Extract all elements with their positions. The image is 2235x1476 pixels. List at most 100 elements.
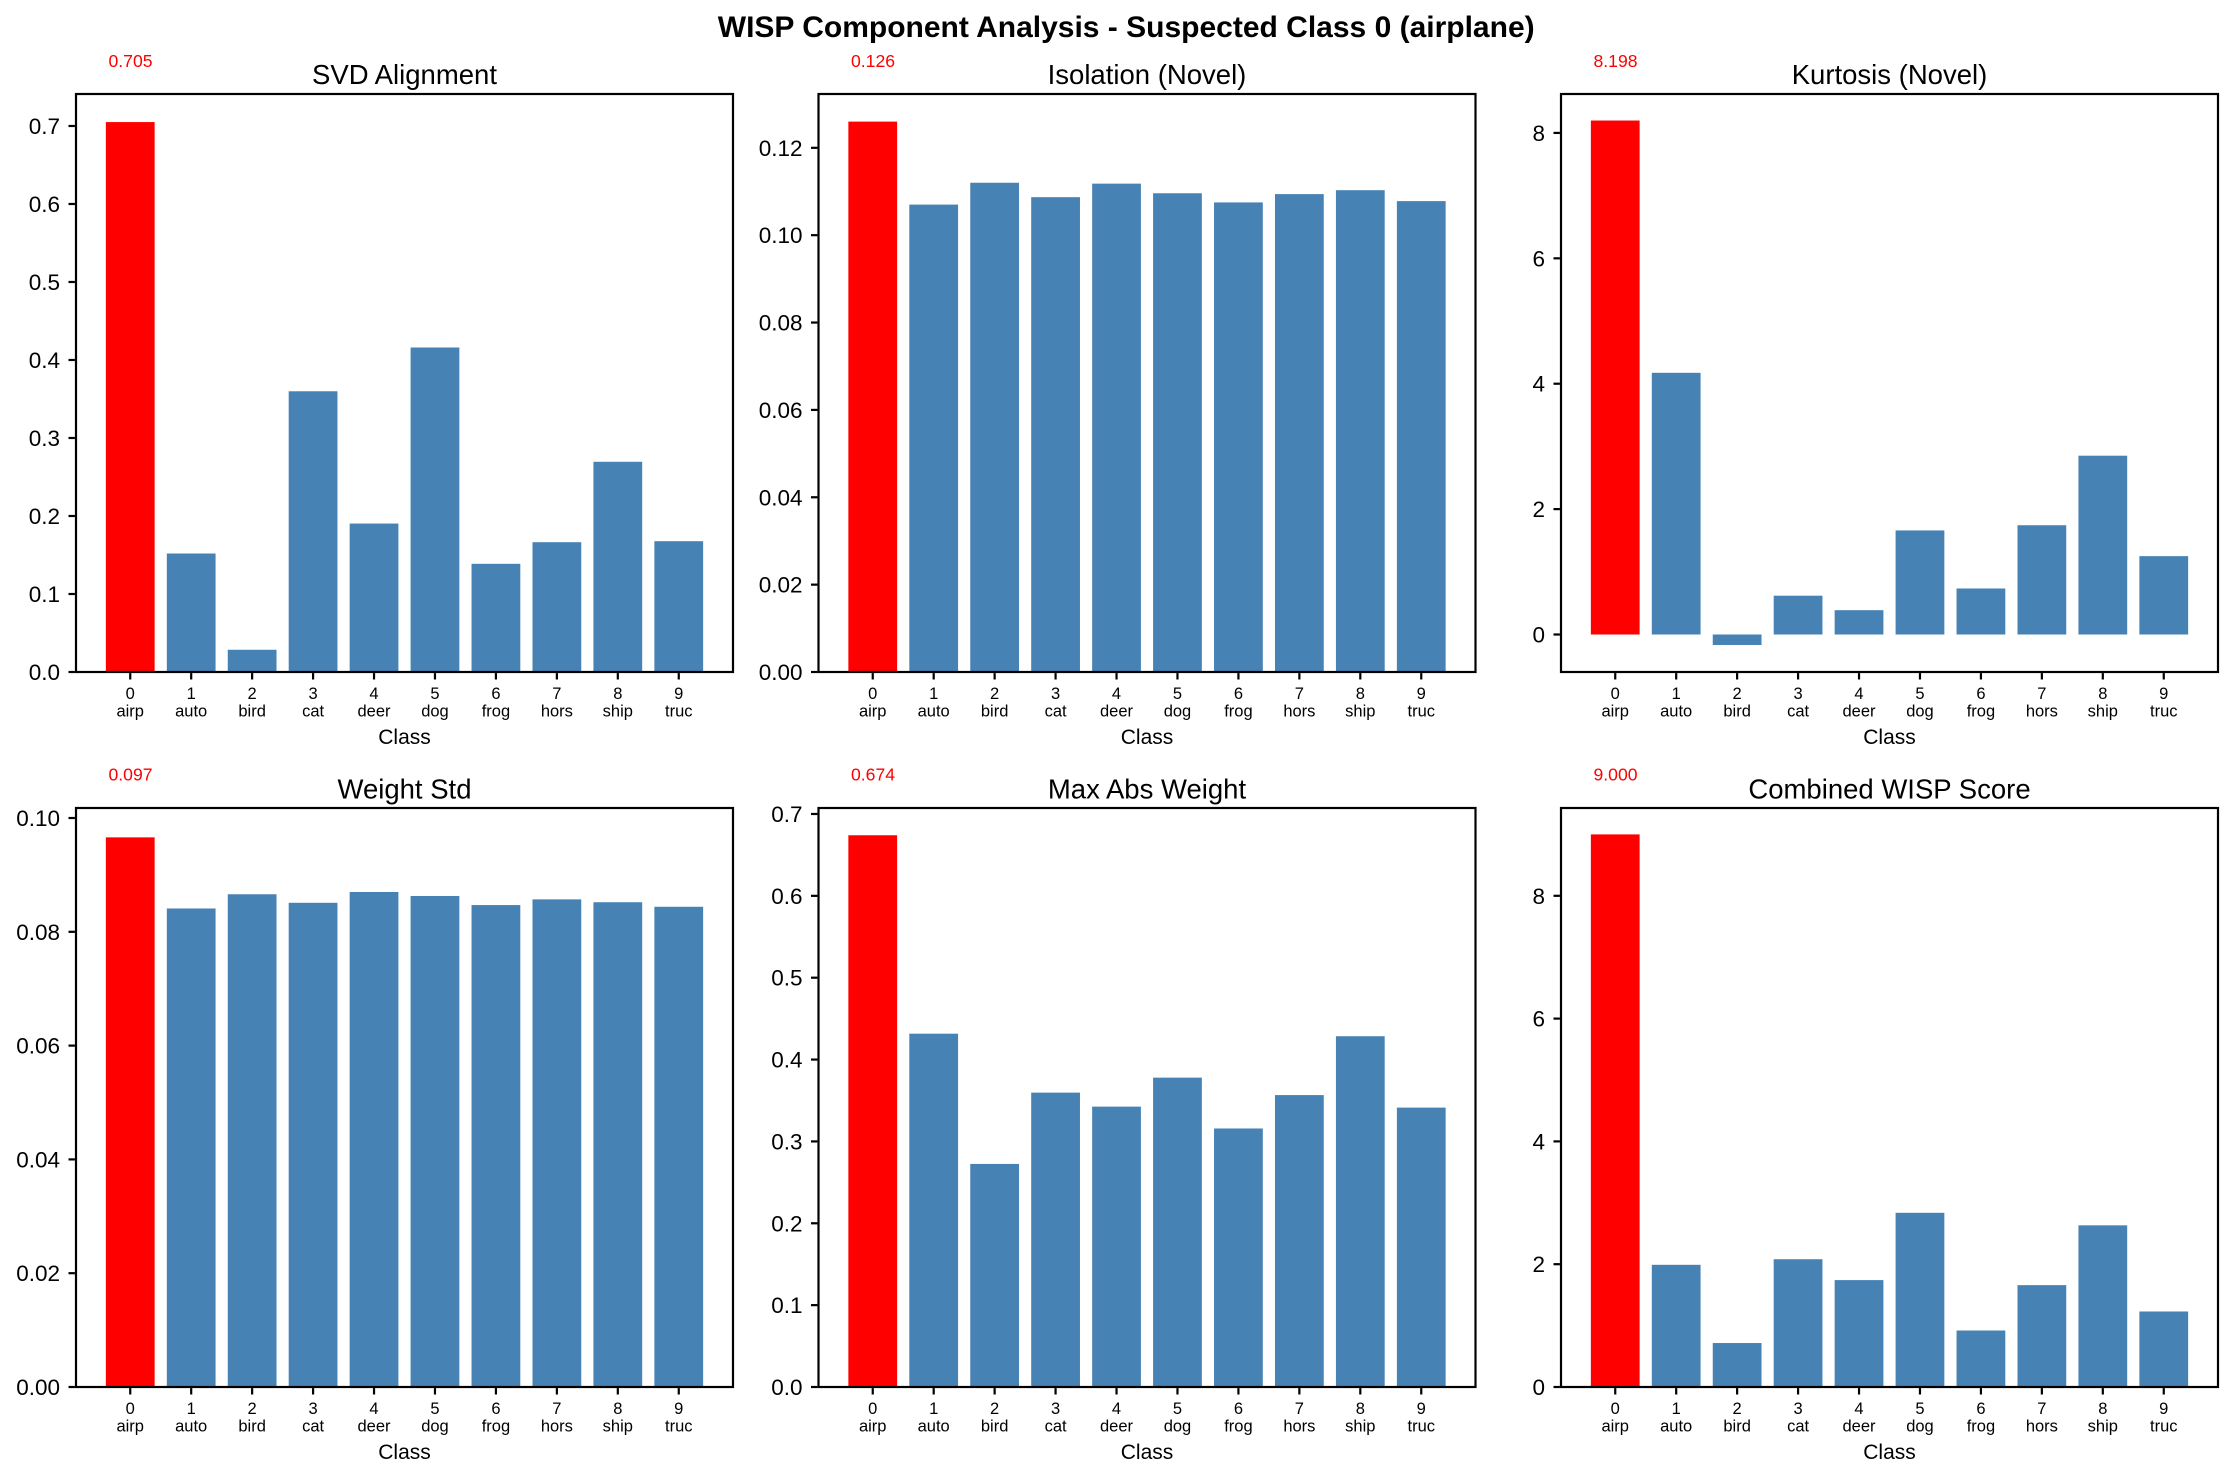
svg-text:hors: hors <box>2026 1418 2058 1436</box>
svg-text:frog: frog <box>1967 703 1995 721</box>
svg-text:dog: dog <box>1906 1418 1934 1436</box>
svg-text:truc: truc <box>2150 703 2178 721</box>
svg-text:deer: deer <box>358 1418 392 1436</box>
svg-text:3: 3 <box>1793 685 1802 703</box>
svg-text:airp: airp <box>859 1418 887 1436</box>
svg-text:hors: hors <box>2026 703 2058 721</box>
svg-text:6: 6 <box>1532 246 1545 271</box>
svg-text:Class: Class <box>1121 1441 1174 1464</box>
svg-text:0: 0 <box>1611 1400 1620 1418</box>
svg-text:truc: truc <box>665 1418 693 1436</box>
svg-text:dog: dog <box>1906 703 1934 721</box>
svg-text:frog: frog <box>1224 703 1252 721</box>
svg-text:WISP Component Analysis - Susp: WISP Component Analysis - Suspected Clas… <box>718 11 1535 44</box>
svg-text:0.0: 0.0 <box>29 660 60 685</box>
svg-text:ship: ship <box>2088 1418 2118 1436</box>
svg-text:Combined WISP Score: Combined WISP Score <box>1748 774 2030 805</box>
svg-text:0.126: 0.126 <box>851 51 895 71</box>
svg-text:bird: bird <box>1723 1418 1751 1436</box>
svg-text:frog: frog <box>1224 1418 1252 1436</box>
svg-text:7: 7 <box>1295 685 1304 703</box>
svg-text:2: 2 <box>1532 497 1545 522</box>
svg-text:0: 0 <box>868 1400 877 1418</box>
svg-text:3: 3 <box>308 685 317 703</box>
svg-text:9: 9 <box>2159 685 2168 703</box>
svg-text:8: 8 <box>2098 1400 2107 1418</box>
svg-text:0.7: 0.7 <box>771 802 802 827</box>
svg-text:cat: cat <box>1045 703 1067 721</box>
svg-text:SVD Alignment: SVD Alignment <box>312 59 497 90</box>
svg-text:2: 2 <box>248 1400 257 1418</box>
svg-text:9: 9 <box>1417 685 1426 703</box>
svg-text:auto: auto <box>1660 703 1692 721</box>
svg-text:0.1: 0.1 <box>771 1293 802 1318</box>
svg-text:6: 6 <box>1234 685 1243 703</box>
svg-text:8: 8 <box>613 1400 622 1418</box>
svg-text:4: 4 <box>1112 685 1121 703</box>
svg-text:0.12: 0.12 <box>759 136 803 161</box>
svg-text:7: 7 <box>2037 1400 2046 1418</box>
svg-text:dog: dog <box>1164 1418 1192 1436</box>
svg-text:0.02: 0.02 <box>16 1261 60 1286</box>
svg-text:5: 5 <box>1915 685 1924 703</box>
svg-text:auto: auto <box>918 703 950 721</box>
svg-text:0.04: 0.04 <box>759 485 803 510</box>
svg-text:0.4: 0.4 <box>29 348 60 373</box>
svg-text:2: 2 <box>990 1400 999 1418</box>
svg-text:9: 9 <box>2159 1400 2168 1418</box>
svg-text:truc: truc <box>665 703 693 721</box>
svg-text:0.4: 0.4 <box>771 1048 802 1073</box>
svg-text:2: 2 <box>1532 1252 1545 1277</box>
svg-text:8: 8 <box>1356 685 1365 703</box>
svg-text:auto: auto <box>175 1418 207 1436</box>
svg-text:6: 6 <box>491 685 500 703</box>
svg-text:0.08: 0.08 <box>759 311 803 336</box>
svg-text:Class: Class <box>378 726 431 749</box>
svg-text:0.06: 0.06 <box>16 1034 60 1059</box>
svg-text:5: 5 <box>430 685 439 703</box>
svg-text:0: 0 <box>1532 623 1545 648</box>
svg-text:dog: dog <box>421 703 449 721</box>
svg-text:cat: cat <box>1045 1418 1067 1436</box>
svg-text:0.0: 0.0 <box>771 1375 802 1400</box>
svg-text:5: 5 <box>1173 1400 1182 1418</box>
svg-text:0: 0 <box>126 1400 135 1418</box>
svg-text:6: 6 <box>1234 1400 1243 1418</box>
svg-text:0: 0 <box>1532 1375 1545 1400</box>
svg-text:hors: hors <box>1283 1418 1315 1436</box>
svg-text:hors: hors <box>541 703 573 721</box>
svg-text:0.2: 0.2 <box>771 1211 802 1236</box>
svg-text:dog: dog <box>1164 703 1192 721</box>
svg-text:dog: dog <box>421 1418 449 1436</box>
svg-text:Isolation (Novel): Isolation (Novel) <box>1048 59 1247 90</box>
svg-text:truc: truc <box>1408 1418 1436 1436</box>
svg-text:0.2: 0.2 <box>29 504 60 529</box>
svg-text:0.10: 0.10 <box>759 223 803 248</box>
svg-text:Class: Class <box>378 1441 431 1464</box>
svg-text:1: 1 <box>1672 1400 1681 1418</box>
svg-text:6: 6 <box>1532 1007 1545 1032</box>
svg-text:ship: ship <box>2088 703 2118 721</box>
svg-text:deer: deer <box>1843 703 1877 721</box>
svg-text:0.02: 0.02 <box>759 573 803 598</box>
svg-text:8: 8 <box>2098 685 2107 703</box>
svg-text:0.3: 0.3 <box>29 426 60 451</box>
svg-text:5: 5 <box>1173 685 1182 703</box>
svg-text:2: 2 <box>1733 1400 1742 1418</box>
svg-text:frog: frog <box>1967 1418 1995 1436</box>
svg-text:0.10: 0.10 <box>16 806 60 831</box>
svg-text:airp: airp <box>116 703 144 721</box>
svg-text:hors: hors <box>1283 703 1315 721</box>
svg-text:Class: Class <box>1121 726 1174 749</box>
svg-text:airp: airp <box>116 1418 144 1436</box>
svg-text:3: 3 <box>308 1400 317 1418</box>
svg-text:airp: airp <box>859 703 887 721</box>
svg-text:8: 8 <box>1532 884 1545 909</box>
svg-text:Class: Class <box>1863 726 1916 749</box>
svg-text:0.00: 0.00 <box>759 660 803 685</box>
svg-text:4: 4 <box>1854 1400 1863 1418</box>
svg-text:Class: Class <box>1863 1441 1916 1464</box>
svg-text:truc: truc <box>2150 1418 2178 1436</box>
svg-text:8: 8 <box>1356 1400 1365 1418</box>
svg-text:ship: ship <box>1345 703 1375 721</box>
